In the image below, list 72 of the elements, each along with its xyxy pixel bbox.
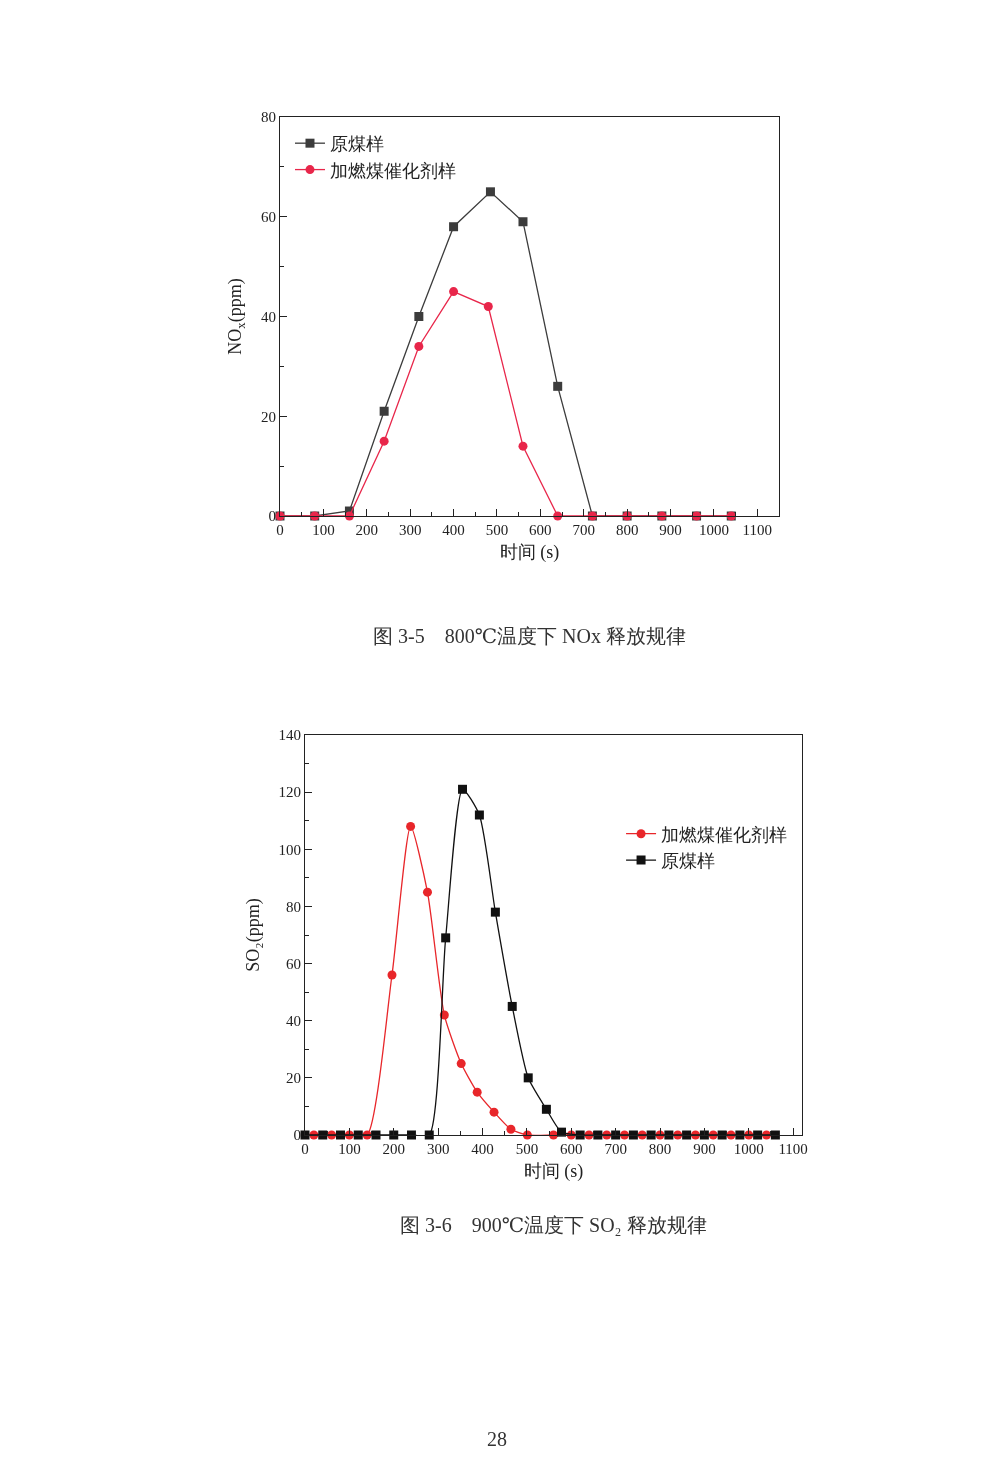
y-axis-title: SO₂(ppm) — [242, 898, 264, 972]
point — [379, 406, 389, 416]
point — [371, 1130, 381, 1140]
y-tick-label: 60 — [260, 209, 276, 225]
x-axis-title: 时间 (s) — [523, 1161, 584, 1183]
point — [518, 441, 528, 451]
x-tick-label: 600 — [560, 1141, 583, 1158]
point — [449, 287, 459, 297]
point — [472, 1087, 482, 1097]
x-tick-label: 1100 — [778, 1141, 808, 1158]
x-tick-label: 1000 — [733, 1141, 764, 1158]
y-tick-label: 40 — [260, 308, 276, 325]
legend-label: 加燃煤催化剂样 — [661, 824, 788, 845]
point — [507, 1001, 517, 1011]
x-tick-label: 1000 — [698, 522, 729, 539]
x-tick-label: 300 — [426, 1141, 450, 1158]
y-tick-label: 20 — [260, 408, 276, 425]
x-tick-label: 700 — [604, 1141, 627, 1158]
y-tick-label: 100 — [278, 841, 301, 858]
x-tick-label: 600 — [529, 522, 552, 539]
x-tick-label: 200 — [382, 1141, 405, 1158]
x-tick-label: 300 — [398, 522, 422, 539]
point — [387, 970, 397, 980]
x-tick-label: 200 — [355, 522, 379, 539]
y-tick-label: 80 — [285, 898, 301, 915]
x-tick-label: 800 — [648, 1141, 672, 1158]
y-tick-label: 80 — [260, 109, 276, 126]
point — [414, 341, 424, 351]
point — [456, 1059, 466, 1069]
y-tick-label: 60 — [285, 955, 301, 972]
x-tick-label: 400 — [471, 1141, 494, 1158]
y-tick-label: 0 — [268, 508, 276, 525]
caption: 图 3-6 900℃温度下 SO₂ 释放规律 — [400, 1214, 707, 1236]
legend-label: 原煤样 — [329, 134, 384, 155]
x-tick-label: 1100 — [742, 522, 773, 539]
text: 28 — [487, 1428, 507, 1450]
point — [414, 312, 424, 321]
x-tick-label: 700 — [572, 522, 595, 539]
point — [553, 381, 563, 391]
y-tick-label: 140 — [278, 727, 301, 744]
y-tick-label: 120 — [278, 784, 301, 801]
x-tick-label: 500 — [515, 1141, 539, 1158]
point — [523, 1073, 533, 1083]
y-tick-label: 0 — [293, 1127, 301, 1144]
point — [485, 187, 495, 197]
point — [518, 217, 528, 227]
x-tick-label: 100 — [312, 522, 335, 539]
x-tick-label: 400 — [442, 522, 465, 539]
legend-label: 加燃煤催化剂样 — [329, 160, 456, 181]
point — [506, 1124, 516, 1134]
x-tick-label: 100 — [338, 1141, 361, 1158]
caption: 图 3-5 800℃温度下 NOx 释放规律 — [373, 625, 686, 647]
point — [489, 1107, 499, 1117]
point — [379, 436, 389, 446]
x-tick-label: 900 — [659, 522, 682, 539]
x-axis-title: 时间 (s) — [499, 542, 560, 564]
point — [422, 887, 432, 897]
point — [541, 1104, 551, 1114]
point — [318, 1130, 328, 1140]
point — [406, 821, 416, 831]
y-tick-label: 20 — [285, 1070, 301, 1087]
point — [483, 302, 493, 312]
point — [490, 907, 500, 917]
point — [449, 222, 459, 232]
x-tick-label: 800 — [615, 522, 639, 539]
point — [441, 933, 451, 943]
y-tick-label: 40 — [285, 1012, 301, 1029]
x-tick-label: 500 — [485, 522, 509, 539]
point — [458, 784, 468, 794]
point — [474, 810, 484, 820]
legend-label: 原煤样 — [661, 851, 716, 872]
x-tick-label: 900 — [693, 1141, 716, 1158]
